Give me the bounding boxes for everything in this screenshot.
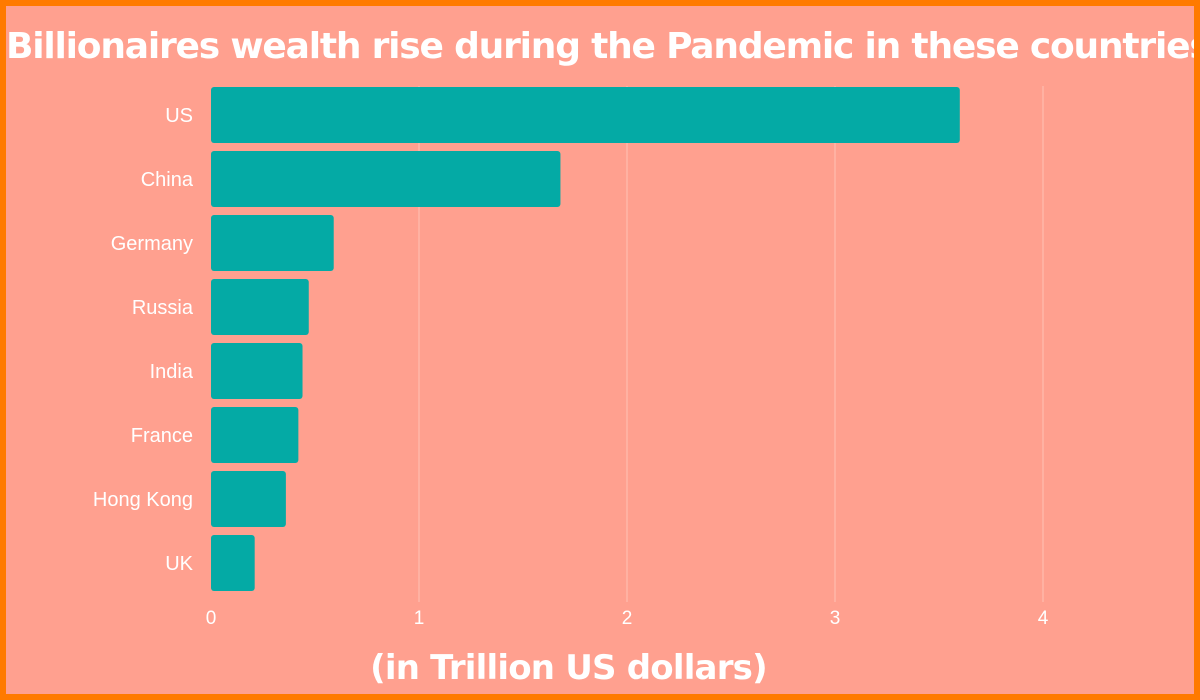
bar <box>211 343 303 399</box>
x-tick-label: 0 <box>206 608 217 629</box>
x-tick-label: 1 <box>414 608 425 629</box>
x-tick-label: 2 <box>622 608 633 629</box>
bar <box>211 407 299 463</box>
bar <box>211 151 561 207</box>
bar <box>211 87 960 143</box>
y-tick-label: France <box>131 425 193 447</box>
x-tick-label: 3 <box>830 608 841 629</box>
bar <box>211 535 255 591</box>
y-tick-label: Hong Kong <box>93 489 193 511</box>
chart-title: Billionaires wealth rise during the Pand… <box>6 26 1194 67</box>
y-tick-label: UK <box>165 553 193 575</box>
y-tick-label: Germany <box>111 233 193 255</box>
y-tick-label: India <box>150 361 194 383</box>
y-tick-label: Russia <box>132 297 194 319</box>
bar-chart: 0 1 2 3 4 US China Germany Russia India France Hong… <box>93 86 1049 629</box>
bar <box>211 279 309 335</box>
y-tick-label: China <box>141 169 194 191</box>
x-tick-label: 4 <box>1038 608 1049 629</box>
bar <box>211 215 334 271</box>
chart-frame: Billionaires wealth rise during the Pand… <box>6 6 1194 694</box>
bar <box>211 471 286 527</box>
x-axis-label: (in Trillion US dollars) <box>370 648 768 688</box>
y-tick-label: US <box>165 105 193 127</box>
